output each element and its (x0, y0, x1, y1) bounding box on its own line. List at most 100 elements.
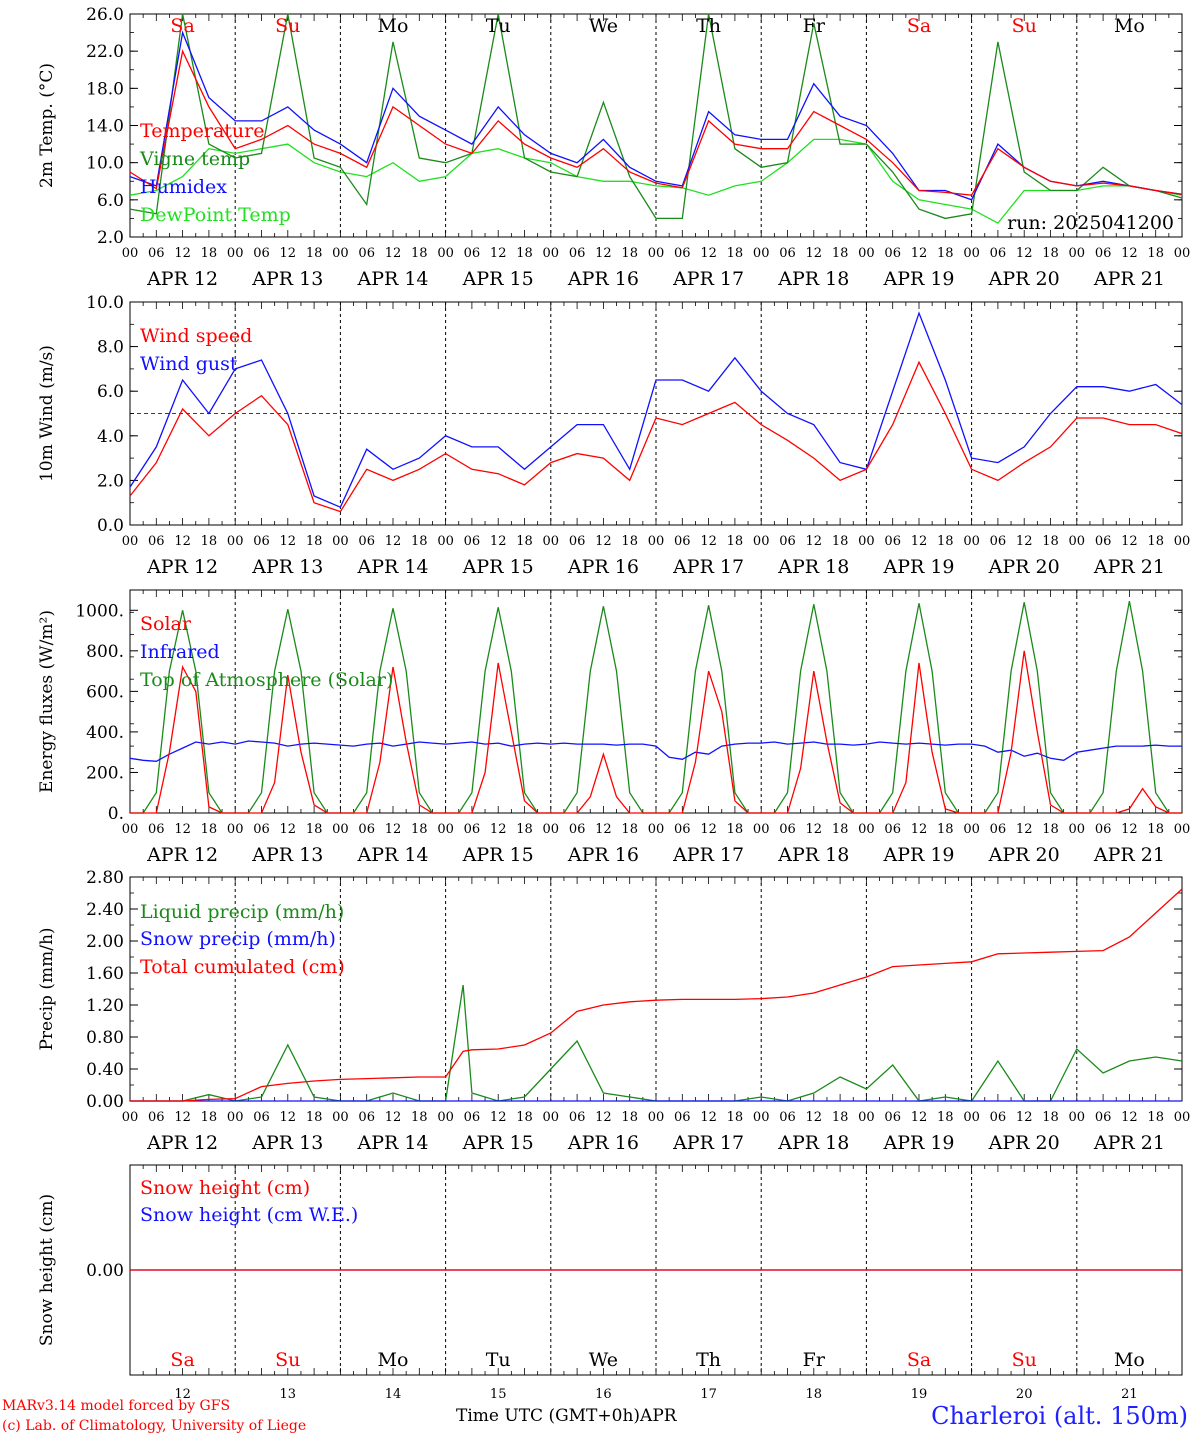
hour-tick-label: 12 (700, 246, 717, 261)
hour-tick-label: 06 (569, 246, 586, 261)
hour-tick-label: 00 (332, 1110, 349, 1125)
date-label: APR 17 (672, 1132, 744, 1154)
day-abbr-label: Mo (378, 15, 409, 37)
hour-tick-label: 18 (937, 534, 954, 549)
hour-tick-label: 18 (306, 246, 323, 261)
day-abbr-label: Su (1012, 15, 1037, 37)
hour-tick-label: 06 (1095, 246, 1112, 261)
y-tick-label: 8.0 (97, 338, 124, 358)
hour-tick-label: 18 (411, 822, 428, 837)
hour-tick-label: 12 (806, 246, 823, 261)
y-tick-label: 26.0 (86, 5, 124, 25)
hour-tick-label: 00 (753, 1110, 770, 1125)
date-label: APR 20 (988, 556, 1060, 578)
hour-tick-label: 12 (174, 822, 191, 837)
meteogram: 2.0 6.0 10.0 14.0 18.0 22.0 26.0 2m Temp. (°C) T… (37, 5, 1190, 1400)
series-line (129, 740, 1182, 762)
hour-tick-label: 00 (1069, 822, 1086, 837)
hour-tick-label: 18 (1042, 534, 1059, 549)
hour-tick-label: 00 (648, 246, 665, 261)
day-abbr-label: Mo (1114, 1349, 1145, 1371)
time-label: Time UTC (GMT+0h) (456, 1406, 641, 1426)
y-tick-label: 6.0 (97, 382, 124, 402)
hour-tick-label: 18 (727, 534, 744, 549)
hour-tick-label: 12 (280, 246, 297, 261)
panel-4: 0.00 0.40 0.80 1.20 1.60 2.00 2.40 2.80 Precip (… (37, 868, 1190, 1154)
hour-tick-label: 18 (1147, 534, 1164, 549)
hour-tick-label: 12 (595, 822, 612, 837)
series-line (129, 13, 1183, 220)
lab-credit: (c) Lab. of Climatology, University of L… (2, 1418, 307, 1434)
hour-tick-label: 18 (306, 822, 323, 837)
date-label: APR 20 (988, 268, 1060, 290)
hour-tick-label: 12 (595, 534, 612, 549)
plot-frame (129, 589, 1183, 814)
hour-tick-label: 12 (700, 534, 717, 549)
hour-tick-label: 18 (201, 534, 218, 549)
day-abbr-label: We (589, 1349, 618, 1371)
date-label: APR 21 (1093, 844, 1165, 866)
hour-tick-label: 06 (464, 246, 481, 261)
hour-tick-label: 12 (911, 1110, 928, 1125)
y-tick-label: 1000. (75, 601, 124, 621)
hour-tick-label: 06 (148, 822, 165, 837)
hour-tick-label: 06 (884, 822, 901, 837)
hour-tick-label: 06 (884, 534, 901, 549)
hour-tick-label: 18 (937, 246, 954, 261)
series-line (130, 984, 1183, 1102)
y-axis-label: Snow height (cm) (37, 1194, 57, 1346)
hour-tick-label: 00 (858, 246, 875, 261)
hour-tick-label: 12 (1121, 1110, 1138, 1125)
hour-tick-label: 00 (227, 534, 244, 549)
hour-tick-label: 18 (411, 246, 428, 261)
hour-tick-label: 12 (1121, 822, 1138, 837)
month-label: APR (640, 1406, 677, 1426)
date-label: APR 13 (251, 556, 323, 578)
date-label: APR 12 (146, 1132, 218, 1154)
hour-tick-label: 18 (411, 534, 428, 549)
day-number-label: 16 (595, 1387, 612, 1400)
day-abbr-label: Fr (803, 15, 826, 37)
hour-tick-label: 00 (227, 1110, 244, 1125)
date-label: APR 20 (988, 1132, 1060, 1154)
hour-tick-label: 18 (621, 534, 638, 549)
day-number-label: 19 (911, 1387, 928, 1400)
y-tick-label: 400. (86, 723, 124, 743)
hour-tick-label: 06 (569, 534, 586, 549)
hour-tick-label: 18 (1147, 1110, 1164, 1125)
hour-tick-label: 18 (201, 822, 218, 837)
hour-tick-label: 06 (990, 822, 1007, 837)
hour-tick-label: 06 (358, 822, 375, 837)
hour-tick-label: 00 (332, 822, 349, 837)
hour-tick-label: 06 (253, 246, 270, 261)
hour-tick-label: 12 (1121, 246, 1138, 261)
hour-tick-label: 12 (174, 246, 191, 261)
hour-tick-label: 00 (963, 1110, 980, 1125)
y-tick-label: 14.0 (86, 117, 124, 137)
date-label: APR 15 (462, 556, 534, 578)
date-label: APR 18 (777, 556, 849, 578)
date-label: APR 17 (672, 268, 744, 290)
hour-tick-label: 18 (832, 246, 849, 261)
hour-tick-label: 18 (201, 1110, 218, 1125)
hour-tick-label: 00 (122, 1110, 139, 1125)
hour-tick-label: 06 (358, 534, 375, 549)
hour-tick-label: 06 (674, 534, 691, 549)
day-abbr-label: Su (1012, 1349, 1037, 1371)
y-axis-label: 10m Wind (m/s) (37, 345, 57, 482)
hour-tick-label: 06 (1095, 534, 1112, 549)
date-label: APR 14 (356, 556, 428, 578)
hour-tick-label: 06 (569, 1110, 586, 1125)
date-label: APR 16 (567, 844, 639, 866)
y-tick-label: 4.0 (97, 427, 124, 447)
series-line (129, 49, 1183, 196)
date-label: APR 16 (567, 268, 639, 290)
model-credit: MARv3.14 model forced by GFS (2, 1398, 231, 1414)
date-label: APR 18 (777, 1132, 849, 1154)
date-label: APR 21 (1093, 556, 1165, 578)
hour-tick-label: 18 (832, 822, 849, 837)
hour-tick-label: 12 (1016, 822, 1033, 837)
legend-entry: Liquid precip (mm/h) (140, 901, 344, 923)
hour-tick-label: 18 (411, 1110, 428, 1125)
hour-tick-label: 12 (1016, 534, 1033, 549)
